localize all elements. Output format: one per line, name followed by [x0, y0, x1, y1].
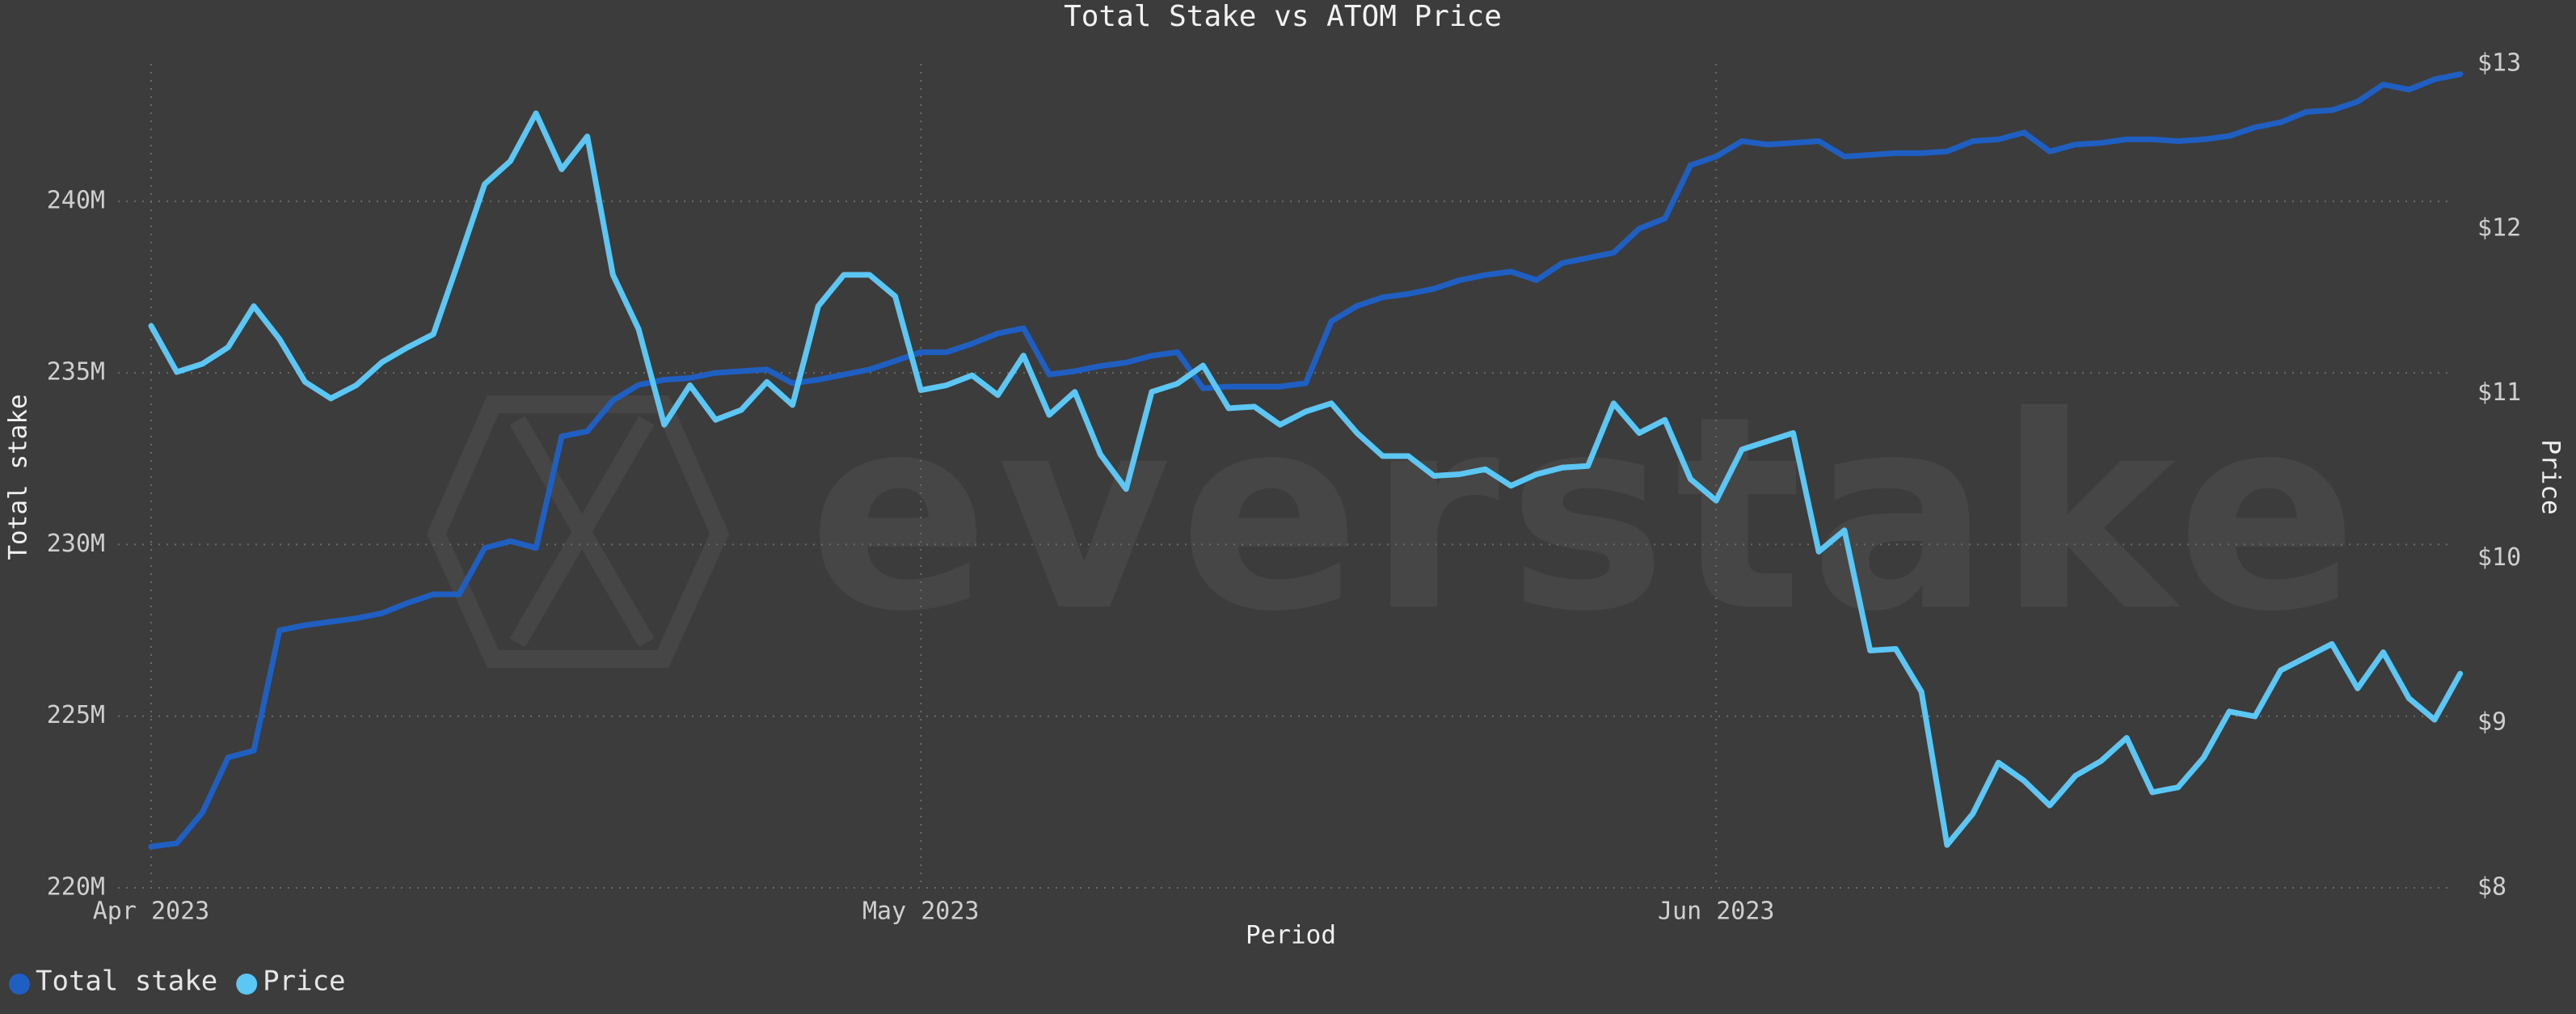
y-tick-label: 225M	[47, 701, 105, 729]
y-tick-label: 235M	[47, 358, 105, 387]
y-tick-label: 230M	[47, 530, 105, 558]
y2-tick-label: $11	[2477, 378, 2521, 407]
legend-label: Total stake	[36, 965, 217, 998]
y-tick-label: 240M	[47, 186, 105, 214]
watermark-logo	[426, 395, 730, 668]
series-line	[148, 110, 2464, 848]
x-tick-label: Apr 2023	[93, 898, 210, 926]
x-tick-label: Jun 2023	[1658, 898, 1775, 926]
legend-item: Price	[236, 965, 346, 998]
y2-tick-label: $13	[2477, 49, 2521, 78]
y2-tick-label: $10	[2477, 543, 2521, 572]
y2-tick-label: $12	[2477, 213, 2521, 242]
series-line	[148, 71, 2464, 850]
y2-tick-label: $9	[2477, 708, 2506, 737]
watermark: everstake	[808, 359, 2366, 670]
chart-title: Total Stake vs ATOM Price	[1064, 0, 1502, 33]
y-axis-title: Total stake	[4, 394, 33, 560]
legend-swatch	[9, 974, 30, 995]
y2-axis-title: Price	[2536, 439, 2565, 514]
y2-tick-label: $8	[2477, 873, 2506, 902]
legend-label: Price	[263, 965, 345, 998]
legend-item: Total stake	[9, 965, 217, 998]
x-axis-title: Period	[1246, 921, 1336, 950]
legend-swatch	[236, 974, 258, 995]
x-tick-label: May 2023	[862, 898, 980, 926]
y-tick-label: 220M	[47, 873, 105, 902]
